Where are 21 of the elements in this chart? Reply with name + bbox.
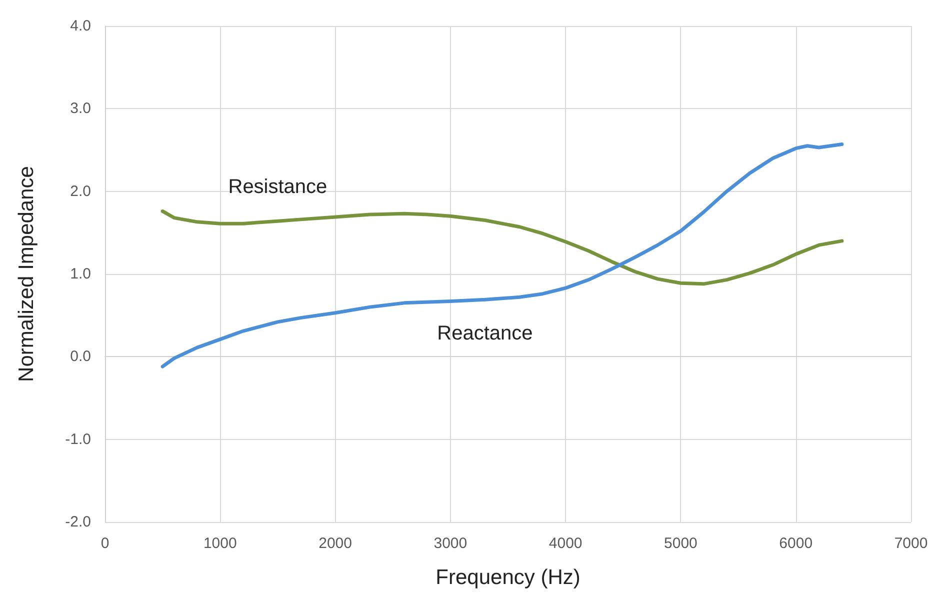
y-tick-label: 1.0 <box>70 266 91 282</box>
x-tick-label: 6000 <box>779 535 813 552</box>
x-tick-label: 4000 <box>548 535 582 552</box>
x-tick-label: 5000 <box>664 535 698 552</box>
x-tick-label: 1000 <box>203 535 237 552</box>
line-series <box>160 209 844 286</box>
x-tick-label: 0 <box>100 535 110 552</box>
x-axis-title: Frequency (Hz) <box>436 566 580 589</box>
x-tick-label: 3000 <box>434 535 468 552</box>
y-tick-label: 0.0 <box>70 348 91 366</box>
y-tick-label: 3.0 <box>70 100 91 118</box>
x-tick-label: 2000 <box>318 535 352 552</box>
y-axis-title: Normalized Impedance <box>15 166 38 382</box>
series-label: Reactance <box>437 322 533 345</box>
y-tick-label: 4.0 <box>70 18 91 34</box>
series-label: Resistance <box>228 176 328 198</box>
y-tick-label: 2.0 <box>70 182 91 200</box>
y-tick-label: -2.0 <box>65 514 91 530</box>
line-series <box>160 142 844 368</box>
x-tick-label: 7000 <box>894 535 928 552</box>
y-tick-label: -1.0 <box>65 430 91 448</box>
